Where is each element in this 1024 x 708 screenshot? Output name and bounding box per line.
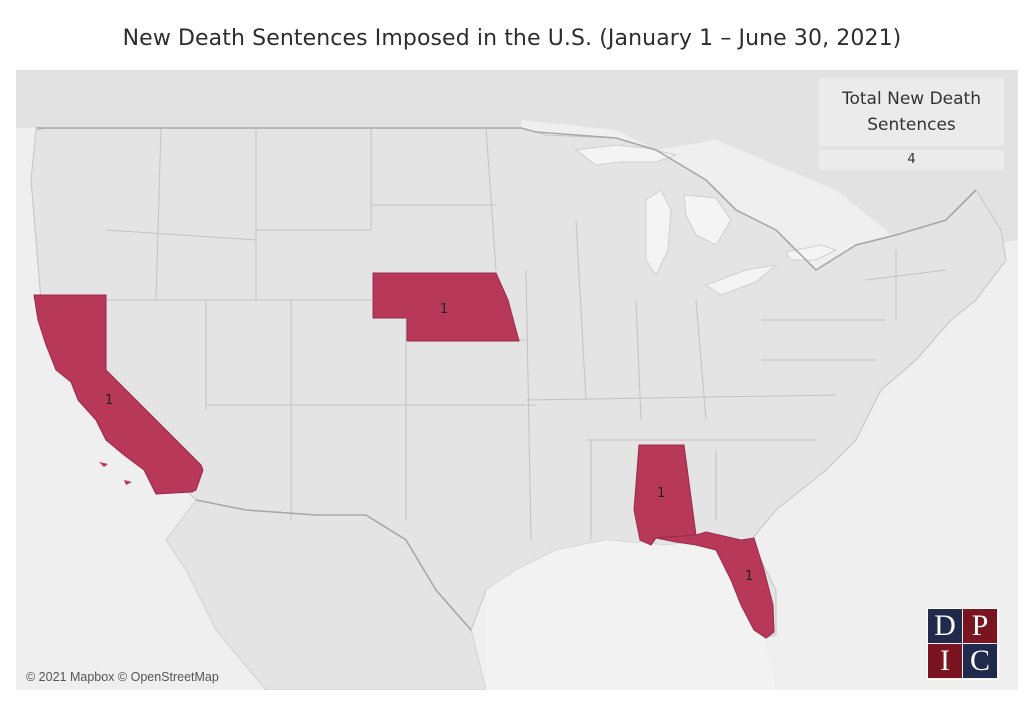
state-nebraska[interactable]: [372, 272, 520, 342]
lake-erie: [704, 264, 778, 296]
count-label-california: 1: [105, 393, 113, 408]
page-title: New Death Sentences Imposed in the U.S. …: [122, 26, 902, 51]
canada-land: [16, 70, 1018, 270]
lake-michigan: [645, 189, 672, 277]
total-sentences-card: Total New Death Sentences 4: [819, 78, 1004, 170]
logo-letter-i: I: [928, 644, 962, 678]
lake-huron: [683, 194, 732, 246]
lake-superior: [574, 144, 678, 166]
gulf-of-mexico: [486, 540, 776, 690]
state-alabama[interactable]: [633, 444, 697, 546]
total-sentences-label: Total New Death Sentences: [819, 78, 1004, 146]
map-attribution: © 2021 Mapbox © OpenStreetMap: [26, 670, 219, 684]
state-california[interactable]: [33, 294, 204, 495]
logo-letter-d: D: [928, 609, 962, 643]
count-label-alabama: 1: [657, 486, 665, 501]
logo-letter-c: C: [963, 644, 997, 678]
logo-letter-p: P: [963, 609, 997, 643]
us-canada-border: [36, 127, 977, 272]
count-label-nebraska: 1: [440, 302, 448, 317]
us-map[interactable]: 1 1 1 1: [16, 70, 1018, 690]
state-florida[interactable]: [655, 531, 775, 639]
map-canvas[interactable]: 1 1 1 1: [16, 70, 1018, 690]
dpic-logo: D P I C: [927, 608, 999, 680]
channel-islands: [99, 462, 132, 485]
total-sentences-value: 4: [819, 150, 1004, 170]
lake-ontario: [785, 244, 838, 261]
us-mexico-border: [195, 499, 472, 631]
count-label-florida: 1: [745, 569, 753, 584]
